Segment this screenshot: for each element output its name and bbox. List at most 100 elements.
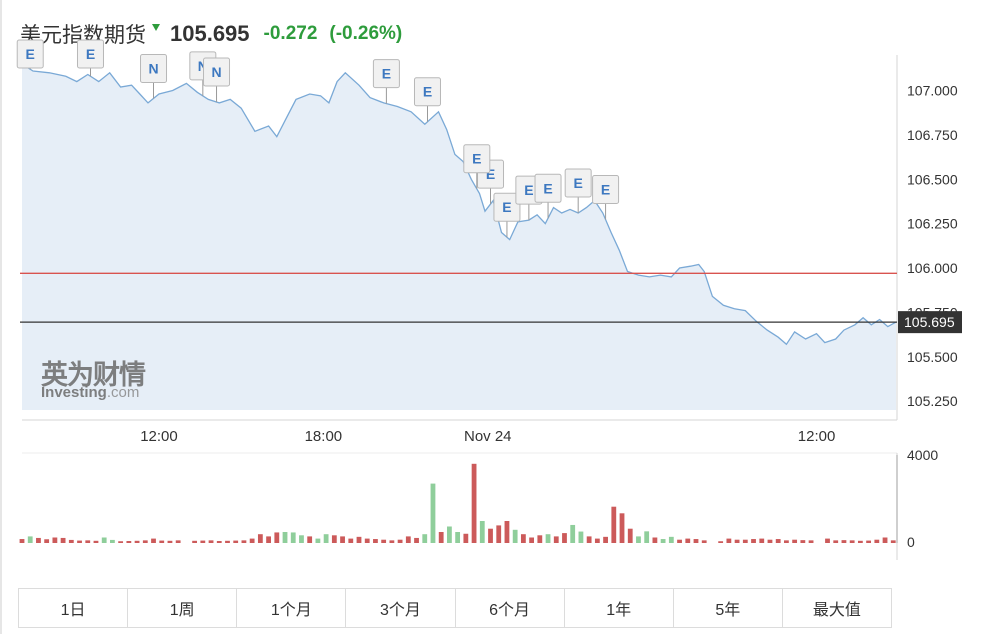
left-border <box>0 0 2 634</box>
volume-bar <box>110 539 115 543</box>
volume-bar <box>381 539 387 543</box>
volume-bar <box>553 536 559 543</box>
tab-1y[interactable]: 1年 <box>565 589 674 627</box>
volume-bar <box>438 532 444 543</box>
volume-bar <box>192 540 198 543</box>
volume-bar <box>677 539 682 543</box>
event-marker: N <box>203 57 231 103</box>
event-marker-box <box>372 59 400 89</box>
volume-bar <box>323 534 329 543</box>
event-marker: E <box>564 168 592 213</box>
volume-bar <box>890 540 896 543</box>
price-tick-label: 106.750 <box>907 127 958 143</box>
tab-6m[interactable]: 6个月 <box>456 589 565 627</box>
volume-bar <box>282 532 288 543</box>
tab-max[interactable]: 最大值 <box>812 602 861 619</box>
volume-bar <box>784 540 789 543</box>
reference-lines <box>20 272 897 323</box>
watermark-logo-en: Investing.com <box>41 384 139 401</box>
quote-header: 美元指数期货 105.695 -0.272 (-0.26%) <box>20 18 402 50</box>
volume-bar <box>44 539 50 543</box>
volume-bar <box>841 540 847 543</box>
event-marker: E <box>372 59 400 104</box>
volume-bar <box>693 539 699 543</box>
volume-bar <box>504 521 510 543</box>
volume-bar <box>348 538 354 543</box>
volume-bar <box>849 540 855 543</box>
volume-bar <box>586 536 592 543</box>
volume-bar <box>767 539 773 543</box>
volume-bar <box>134 540 140 543</box>
volume-bar <box>594 538 600 543</box>
volume-bar <box>660 539 666 543</box>
volume-bar <box>159 540 165 543</box>
volume-bar <box>578 531 584 543</box>
volume-bar <box>200 540 206 543</box>
event-marker-label: E <box>423 84 432 100</box>
volume-bar <box>101 537 107 543</box>
price-tick-label: 106.000 <box>907 260 958 276</box>
volume-bar <box>734 539 740 543</box>
watermark-logo-domain: .com <box>106 384 140 401</box>
event-marker: N <box>140 53 168 99</box>
volume-bar <box>874 539 880 543</box>
price-tick-label: 107.000 <box>907 83 958 99</box>
volume-bar <box>77 540 82 543</box>
tab-1m[interactable]: 1个月 <box>237 589 347 627</box>
event-marker-label: E <box>486 166 495 182</box>
volume-tick-label: 4000 <box>907 447 938 463</box>
volume-bar <box>340 536 345 543</box>
volume-bar <box>249 538 255 543</box>
volume-bar <box>455 532 461 543</box>
event-marker-box <box>76 39 104 69</box>
volume-bar <box>299 535 304 543</box>
volume-bar <box>307 536 313 543</box>
volume-bar <box>126 541 132 543</box>
tab-5y[interactable]: 5年 <box>674 589 783 627</box>
event-marker-box <box>140 53 168 83</box>
tab-1d[interactable]: 1日 <box>19 589 129 627</box>
current-price-tag-label: 105.695 <box>904 314 955 330</box>
volume-bar <box>331 535 337 543</box>
price-axis: 107.000106.750106.500106.250106.000105.7… <box>907 83 958 410</box>
volume-bar <box>800 540 806 543</box>
tab-1w[interactable]: 1周 <box>128 589 238 627</box>
volume-bar <box>471 463 477 543</box>
volume-bar <box>882 537 888 543</box>
volume-bar <box>537 535 543 543</box>
volume-bar <box>241 540 247 543</box>
time-axis: 12:00 18:00 Nov 24 12:00 <box>140 428 835 445</box>
price-change: -0.272 <box>263 23 318 44</box>
event-marker-label: E <box>543 180 552 196</box>
volume-bar <box>825 538 830 543</box>
event-marker-box <box>16 39 44 69</box>
tab-3m[interactable]: 3个月 <box>346 589 456 627</box>
event-marker-box <box>534 173 562 203</box>
timeframe-tabs: 1日 1周 1个月 3个月 6个月 1年 5年 最大值 <box>18 588 892 628</box>
current-price-tag: 105.695 <box>898 311 962 334</box>
event-marker: E <box>493 192 521 238</box>
time-tick-label: 12:00 <box>140 428 178 445</box>
event-marker-label: E <box>502 199 511 215</box>
event-marker: E <box>16 39 44 70</box>
volume-bar <box>19 539 25 543</box>
last-price: 105.695 <box>170 21 250 46</box>
event-marker-label: N <box>211 64 221 80</box>
volume-bar <box>167 540 173 543</box>
volume-bar <box>52 537 58 543</box>
volume-bar <box>315 538 321 543</box>
watermark-logo-main: Investing <box>41 384 107 401</box>
volume-bar <box>414 537 419 543</box>
watermark-logo-cn: 英为财情 <box>41 360 146 391</box>
volume-bar <box>685 538 691 543</box>
volume-bar <box>857 540 863 543</box>
down-arrow-icon <box>152 23 160 31</box>
volume-bar <box>356 536 362 543</box>
volume-bar <box>93 540 99 543</box>
event-marker-box <box>493 192 521 222</box>
volume-bar <box>488 528 493 543</box>
volume-bar <box>397 539 403 543</box>
event-marker: E <box>76 39 104 77</box>
volume-bar <box>208 540 214 543</box>
